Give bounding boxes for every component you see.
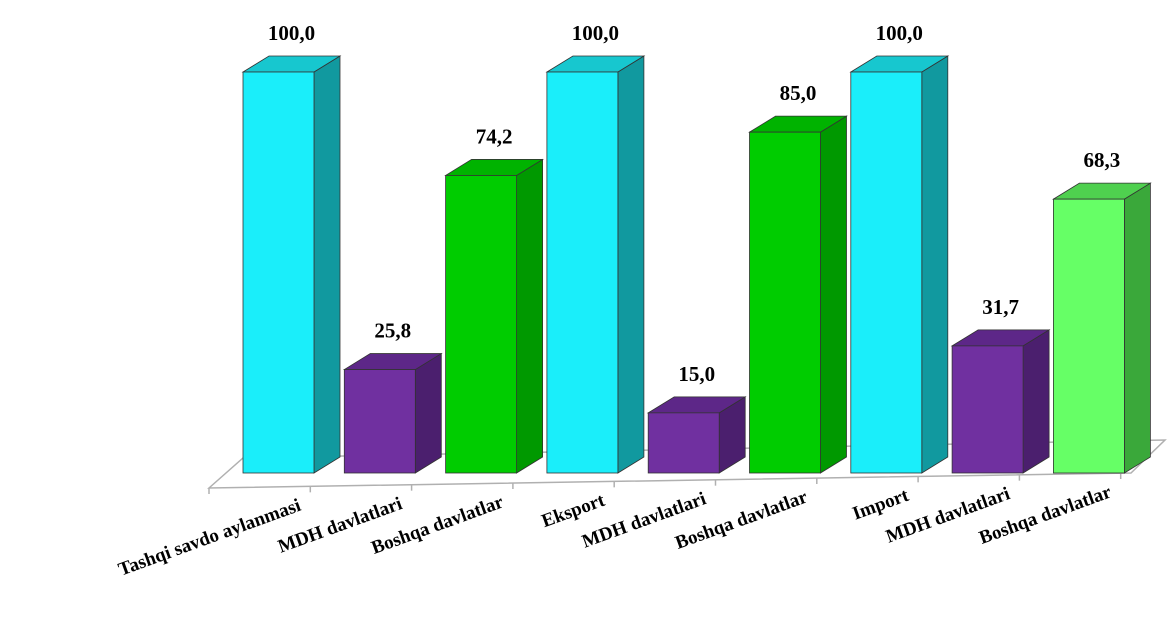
value-label: 100,0: [876, 21, 923, 45]
value-label: 100,0: [268, 21, 315, 45]
bar-front-face: [851, 72, 922, 473]
value-label: 100,0: [572, 21, 619, 45]
bar: [952, 330, 1049, 473]
bar: [547, 56, 644, 473]
value-label: 85,0: [780, 81, 817, 105]
bar-front-face: [547, 72, 618, 473]
value-label: 25,8: [374, 319, 411, 343]
value-label: 15,0: [678, 362, 715, 386]
bar: [243, 56, 340, 473]
bar: [446, 159, 543, 473]
bar-side-face: [618, 56, 644, 473]
bar-side-face: [517, 159, 543, 473]
bar-front-face: [344, 370, 415, 473]
bar-front-face: [1053, 199, 1124, 473]
bar: [750, 116, 847, 473]
bar-side-face: [1023, 330, 1049, 473]
bars-group: [243, 56, 1150, 473]
bar-side-face: [922, 56, 948, 473]
bar-side-face: [415, 354, 441, 473]
bar: [344, 354, 441, 473]
bar: [1053, 183, 1150, 473]
bar: [851, 56, 948, 473]
bar-front-face: [952, 346, 1023, 473]
bar-front-face: [243, 72, 314, 473]
value-label: 74,2: [476, 124, 513, 148]
bar-side-face: [1124, 183, 1150, 473]
value-label: 68,3: [1084, 148, 1121, 172]
bar-front-face: [446, 175, 517, 473]
value-label: 31,7: [982, 295, 1019, 319]
bar-front-face: [648, 413, 719, 473]
bar-side-face: [821, 116, 847, 473]
bar: [648, 397, 745, 473]
bar-front-face: [750, 132, 821, 473]
category-label: Import: [850, 485, 912, 525]
bar-side-face: [314, 56, 340, 473]
